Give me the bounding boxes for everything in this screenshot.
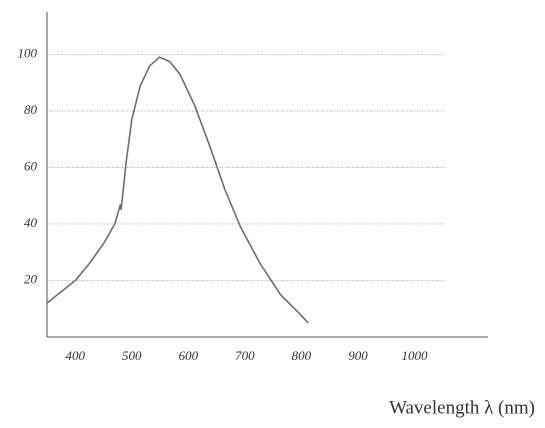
x-tick-label: 400 xyxy=(66,348,86,363)
y-tick-label: 80 xyxy=(24,102,38,117)
x-tick-label: 700 xyxy=(235,348,255,363)
x-axis-label: Wavelength λ (nm) xyxy=(389,397,535,418)
y-tick-label: 60 xyxy=(24,158,38,173)
x-tick-label: 500 xyxy=(122,348,142,363)
x-tick-label: 800 xyxy=(292,348,312,363)
x-tick-label: 600 xyxy=(179,348,199,363)
x-tick-label: 1000 xyxy=(402,348,429,363)
x-tick-label: 900 xyxy=(348,348,368,363)
y-tick-label: 20 xyxy=(24,271,38,286)
series-line xyxy=(46,56,309,324)
y-tick-label: 40 xyxy=(24,215,38,230)
y-tick-label: 100 xyxy=(18,45,38,60)
